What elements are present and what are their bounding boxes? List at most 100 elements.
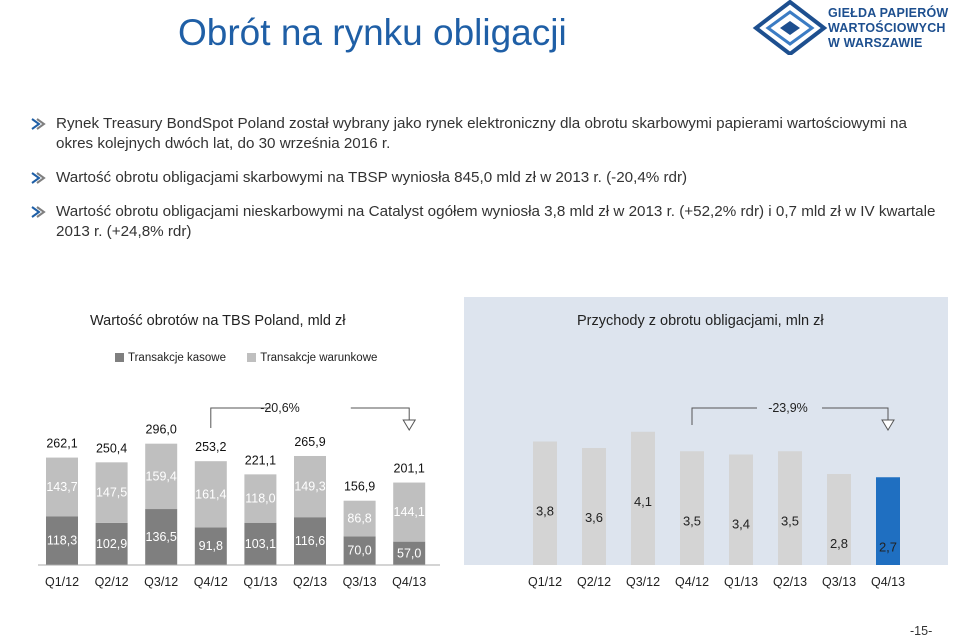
bar-label-cash: 116,6	[295, 534, 325, 548]
annotation-bracket	[350, 407, 410, 425]
bar-cash	[244, 522, 277, 565]
bar-total-label: 265,9	[294, 435, 325, 449]
revenue-bar-label: 3,6	[585, 510, 603, 525]
bar-conditional	[393, 482, 426, 542]
bar-conditional	[244, 474, 277, 523]
bar-label-conditional: 147,5	[96, 486, 127, 500]
bar-cash	[294, 517, 326, 565]
bullet-icon	[31, 206, 46, 218]
bar-label-cash: 136,5	[146, 530, 177, 544]
bullet-text: Rynek Treasury BondSpot Poland został wy…	[56, 115, 907, 152]
bar-label-conditional: 143,7	[46, 480, 77, 494]
x-tick-label: Q3/12	[626, 575, 660, 589]
revenue-bar	[680, 451, 704, 565]
bar-conditional	[194, 461, 227, 528]
bar-total-label: 201,1	[394, 462, 425, 476]
bar-conditional	[95, 462, 128, 523]
bar-cash	[343, 536, 376, 565]
bar-label-cash: 118,3	[47, 534, 77, 548]
gpw-logo	[752, 0, 952, 57]
annotation-change: -23,9%	[768, 401, 808, 415]
revenue-bar	[876, 477, 900, 565]
x-tick-label: Q4/13	[392, 575, 426, 589]
legend-label: Transakcje warunkowe	[260, 352, 378, 364]
revenue-bar	[582, 448, 606, 565]
bar-conditional	[294, 455, 326, 518]
bar-label-cash: 57,0	[397, 546, 421, 560]
revenue-bar-label: 3,8	[536, 504, 554, 519]
x-tick-label: Q1/12	[45, 575, 79, 589]
legend-swatch	[247, 353, 257, 363]
bullet-item: Wartość obrotu obligacjami nieskarbowymi…	[30, 202, 940, 242]
revenue-bar-label: 3,5	[781, 513, 799, 528]
bar-label-conditional: 149,3	[294, 480, 325, 494]
bar-total-label: 156,9	[344, 480, 375, 494]
legend-label: Transakcje kasowe	[128, 352, 227, 364]
legend-item-conditional: Transakcje warunkowe	[247, 352, 377, 364]
revenue-bar-label: 4,1	[634, 494, 652, 509]
bar-total-label: 296,0	[146, 423, 177, 437]
x-tick-label: Q4/13	[871, 575, 905, 589]
x-tick-label: Q2/12	[95, 575, 129, 589]
bar-cash	[145, 509, 178, 565]
bullet-item: Wartość obrotu obligacjami skarbowymi na…	[30, 168, 940, 188]
bar-total-label: 250,4	[96, 441, 127, 455]
revenue-bar	[729, 454, 753, 565]
revenue-bar	[778, 451, 802, 565]
revenue-bar	[631, 431, 655, 565]
x-tick-label: Q1/13	[724, 575, 758, 589]
bullet-item: Rynek Treasury BondSpot Poland został wy…	[30, 114, 940, 154]
revenue-bar-label: 3,4	[732, 517, 750, 532]
bar-conditional	[343, 500, 376, 537]
bar-label-conditional: 86,8	[347, 512, 371, 526]
bullet-icon	[31, 118, 46, 130]
x-tick-label: Q1/13	[243, 575, 277, 589]
bar-label-cash: 91,8	[199, 539, 223, 553]
bar-label-cash: 102,9	[96, 537, 127, 551]
x-tick-label: Q4/12	[194, 575, 228, 589]
bar-cash	[95, 522, 128, 565]
logo-line: WARTOŚCIOWYCH	[828, 21, 946, 35]
page-number: -15-	[910, 624, 933, 638]
annotation-arrow	[881, 419, 895, 431]
bar-cash	[194, 527, 227, 565]
annotation-bracket	[691, 407, 757, 425]
x-tick-label: Q1/12	[528, 575, 562, 589]
x-tick-label: Q3/13	[343, 575, 377, 589]
bar-conditional	[46, 457, 78, 517]
legend-item-cash: Transakcje kasowe	[115, 352, 226, 364]
bullet-list: Rynek Treasury BondSpot Poland został wy…	[30, 114, 940, 256]
annotation-bracket	[210, 407, 271, 428]
x-tick-label: Q3/13	[822, 575, 856, 589]
annotation-arrow	[402, 419, 417, 431]
logo-text: GIEŁDA PAPIERÓW WARTOŚCIOWYCH W WARSZAWI…	[828, 6, 948, 51]
revenue-bar-label: 2,7	[879, 539, 897, 554]
chart-title-revenue: Przychody z obrotu obligacjami, mln zł	[577, 313, 824, 329]
chart-legend: Transakcje kasowe Transakcje warunkowe	[115, 352, 395, 364]
x-tick-label: Q4/12	[675, 575, 709, 589]
x-tick-label: Q2/12	[577, 575, 611, 589]
annotation-change: -20,6%	[260, 401, 300, 415]
bar-label-conditional: 159,4	[146, 469, 177, 483]
bar-cash	[46, 516, 78, 565]
logo-line: GIEŁDA PAPIERÓW	[828, 6, 949, 20]
revenue-bar	[533, 441, 557, 565]
bar-label-conditional: 118,0	[245, 492, 275, 506]
bullet-text: Wartość obrotu obligacjami skarbowymi na…	[56, 169, 688, 186]
x-tick-label: Q2/13	[293, 575, 327, 589]
bar-label-cash: 103,1	[245, 537, 276, 551]
bullet-icon	[31, 172, 46, 184]
logo-line: W WARSZAWIE	[828, 36, 923, 50]
bar-total-label: 221,1	[245, 453, 276, 467]
page-title: Obrót na rynku obligacji	[178, 12, 567, 53]
revenue-bar	[827, 474, 851, 565]
bar-total-label: 262,1	[46, 437, 77, 451]
bar-conditional	[145, 443, 178, 510]
x-tick-label: Q2/13	[773, 575, 807, 589]
bullet-text: Wartość obrotu obligacjami nieskarbowymi…	[56, 203, 936, 240]
bar-total-label: 253,2	[195, 440, 226, 454]
bar-label-conditional: 144,1	[394, 505, 425, 519]
x-tick-label: Q3/12	[144, 575, 178, 589]
gpw-logo-icon	[752, 0, 828, 57]
